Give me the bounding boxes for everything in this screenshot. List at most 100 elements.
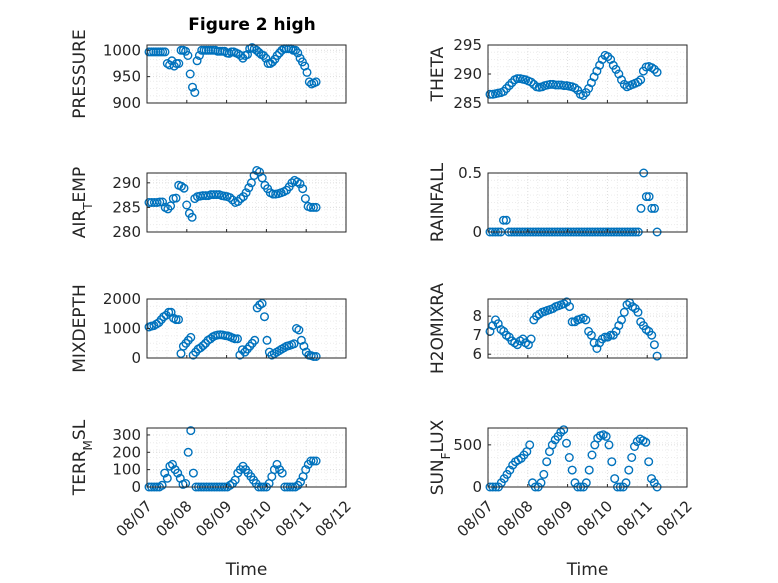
data-point (289, 339, 299, 349)
data-point (584, 465, 594, 475)
y-tick-label: 100 (112, 461, 141, 479)
data-point (649, 64, 659, 74)
data-point (650, 203, 660, 213)
axes-box (146, 427, 347, 488)
y-axis-label: H2OMIXRA (428, 283, 448, 374)
subplot-theta: 285 290 295 THETA (428, 36, 688, 112)
axes-box (487, 172, 688, 233)
subplot-h2omixra: 678 H2OMIXRA (428, 283, 688, 374)
y-tick-label: 950 (112, 68, 141, 86)
data-point (600, 332, 610, 342)
data-point (302, 67, 312, 77)
data-point (272, 51, 282, 61)
axes-box (146, 172, 347, 233)
data-point (293, 48, 303, 58)
x-tick-label: 08/12 (653, 497, 696, 540)
data-point (242, 344, 252, 354)
data-point (176, 181, 186, 191)
data-point (220, 46, 230, 56)
subplot-mixdepth: 0 1000 2000 MIXDEPTH (70, 284, 347, 373)
data-point (173, 468, 183, 478)
data-point (617, 315, 627, 325)
x-tick-label: 08/09 (533, 497, 576, 540)
data-point (306, 456, 316, 466)
data-point (603, 52, 613, 62)
data-point (652, 67, 662, 77)
y-tick-label: 300 (112, 426, 141, 444)
data-point (291, 45, 301, 55)
data-point (187, 82, 197, 92)
subplot-rainfall: 0 0.5 RAINFALL (428, 162, 688, 242)
y-tick-label: 0 (472, 223, 482, 241)
data-point (236, 194, 246, 204)
data-point (633, 77, 643, 87)
data-point (268, 189, 278, 199)
y-tick-label: 1000 (103, 320, 141, 338)
y-tick-label: 500 (453, 436, 482, 454)
data-point (161, 310, 171, 320)
data-point (611, 64, 621, 74)
y-axis-label: PRESSURE (70, 29, 90, 118)
y-tick-label: 295 (453, 36, 482, 54)
data-point (166, 307, 176, 317)
data-point (259, 51, 269, 61)
data-point (196, 343, 206, 353)
data-point (194, 51, 204, 61)
data-point (619, 307, 629, 317)
data-point (188, 468, 198, 478)
subplot-terr-msl: 0100200300TERRMSL08/0708/0808/0908/1008/… (70, 419, 355, 580)
x-tick-label: 08/08 (493, 497, 536, 540)
data-point (192, 56, 202, 66)
data-point (624, 465, 634, 475)
y-tick-label: 0 (472, 478, 482, 496)
data-point (587, 450, 597, 460)
data-point (300, 194, 310, 204)
x-tick-label: 08/10 (232, 497, 275, 540)
data-point (233, 196, 243, 206)
x-tick-label: 08/07 (113, 497, 156, 540)
x-tick-label: 08/12 (312, 497, 355, 540)
data-point (311, 77, 321, 87)
data-point (167, 459, 177, 469)
data-point (309, 202, 319, 212)
x-tick-label: 08/07 (454, 497, 497, 540)
y-tick-label: 0.5 (458, 164, 482, 182)
y-tick-label: 7 (472, 326, 482, 344)
data-point (647, 203, 657, 213)
data-point (157, 480, 167, 490)
data-point (526, 334, 536, 344)
data-point (499, 86, 509, 96)
data-point (296, 335, 306, 345)
data-point (296, 477, 306, 487)
data-point (257, 298, 267, 308)
y-tick-label: 280 (112, 223, 141, 241)
data-point (311, 456, 321, 466)
data-point (311, 202, 321, 212)
data-point (250, 335, 260, 345)
data-point (190, 87, 200, 97)
y-tick-label: 2000 (103, 290, 141, 308)
data-point (262, 335, 272, 345)
data-point (298, 184, 308, 194)
data-point (630, 442, 640, 452)
data-point (230, 334, 240, 344)
y-tick-label: 8 (472, 307, 482, 325)
figure-title: Figure 2 high (188, 15, 316, 35)
data-point (225, 193, 235, 203)
y-axis-label: SUNFLUX (428, 419, 453, 495)
data-point (504, 81, 514, 91)
data-point (539, 469, 549, 479)
data-point (198, 341, 208, 351)
data-point (178, 341, 188, 351)
data-point (162, 473, 172, 483)
data-point (183, 447, 193, 457)
axes-box (146, 44, 347, 104)
data-point (174, 59, 184, 69)
y-tick-label: 285 (453, 94, 482, 112)
data-point (211, 190, 221, 200)
data-point (186, 426, 196, 436)
data-point (610, 474, 620, 484)
data-point (565, 302, 575, 312)
data-point (301, 465, 311, 475)
